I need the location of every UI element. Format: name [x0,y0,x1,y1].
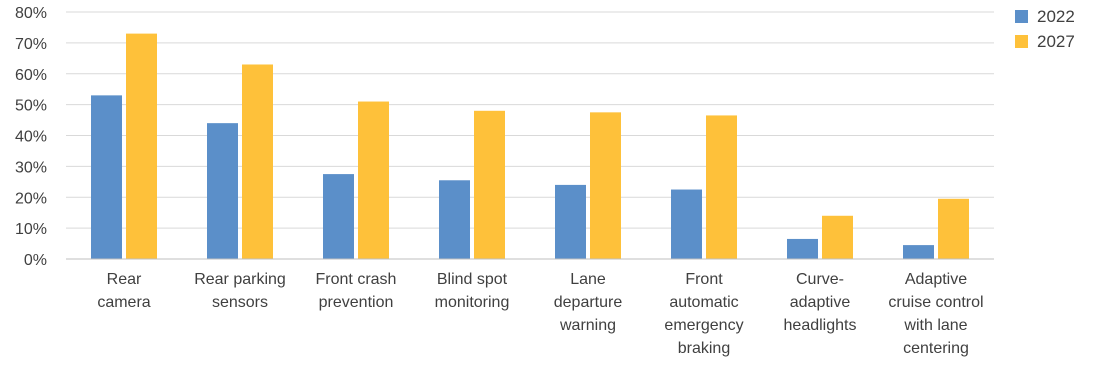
bars [91,33,969,260]
x-category-label: Lane departure warning [554,271,623,334]
bar-2027-1 [242,64,273,259]
x-category-label: Rear parking sensors [194,271,286,311]
y-tick-label: 70% [15,36,47,53]
bar-2027-7 [938,198,969,259]
bar-2022-6 [787,238,818,259]
bar-2027-0 [126,33,157,259]
x-category-label: Front crash prevention [316,271,397,311]
x-category-label: Front automatic emergency braking [664,271,743,357]
y-tick-label: 10% [15,221,47,238]
bar-2022-3 [439,180,470,259]
bar-2022-1 [207,123,238,260]
bar-2022-2 [323,174,354,259]
bar-2022-5 [671,189,702,259]
y-tick-label: 80% [15,5,47,22]
legend-swatch-2022 [1015,10,1028,23]
x-category-label: Blind spot monitoring [435,271,510,311]
bar-2022-7 [903,245,934,259]
legend-swatch-2027 [1015,35,1028,48]
gridlines [66,11,994,229]
y-tick-label: 20% [15,190,47,207]
legend-label-2027: 2027 [1037,32,1075,51]
y-tick-label: 30% [15,159,47,176]
bar-2027-2 [358,101,389,259]
bar-2022-4 [555,184,586,259]
y-tick-label: 0% [24,252,47,269]
bar-2027-3 [474,110,505,259]
bar-2027-4 [590,112,621,259]
bar-2022-0 [91,95,122,259]
y-axis-tick-labels: 0% 10% 20% 30% 40% 50% 60% 70% 80% [15,5,47,269]
x-axis-category-labels: Rear camera Rear parking sensors Front crash… [97,271,983,357]
y-tick-label: 60% [15,67,47,84]
bar-2027-5 [706,115,737,260]
legend: 2022 2027 [1015,7,1075,51]
y-tick-label: 50% [15,98,47,115]
legend-label-2022: 2022 [1037,7,1075,26]
x-category-label: Rear camera [97,271,150,311]
bar-2027-6 [822,215,853,259]
y-tick-label: 40% [15,129,47,146]
x-category-label: Adaptive cruise control with lane centering [888,271,983,357]
x-category-label: Curve-adaptive headlights [784,271,857,334]
